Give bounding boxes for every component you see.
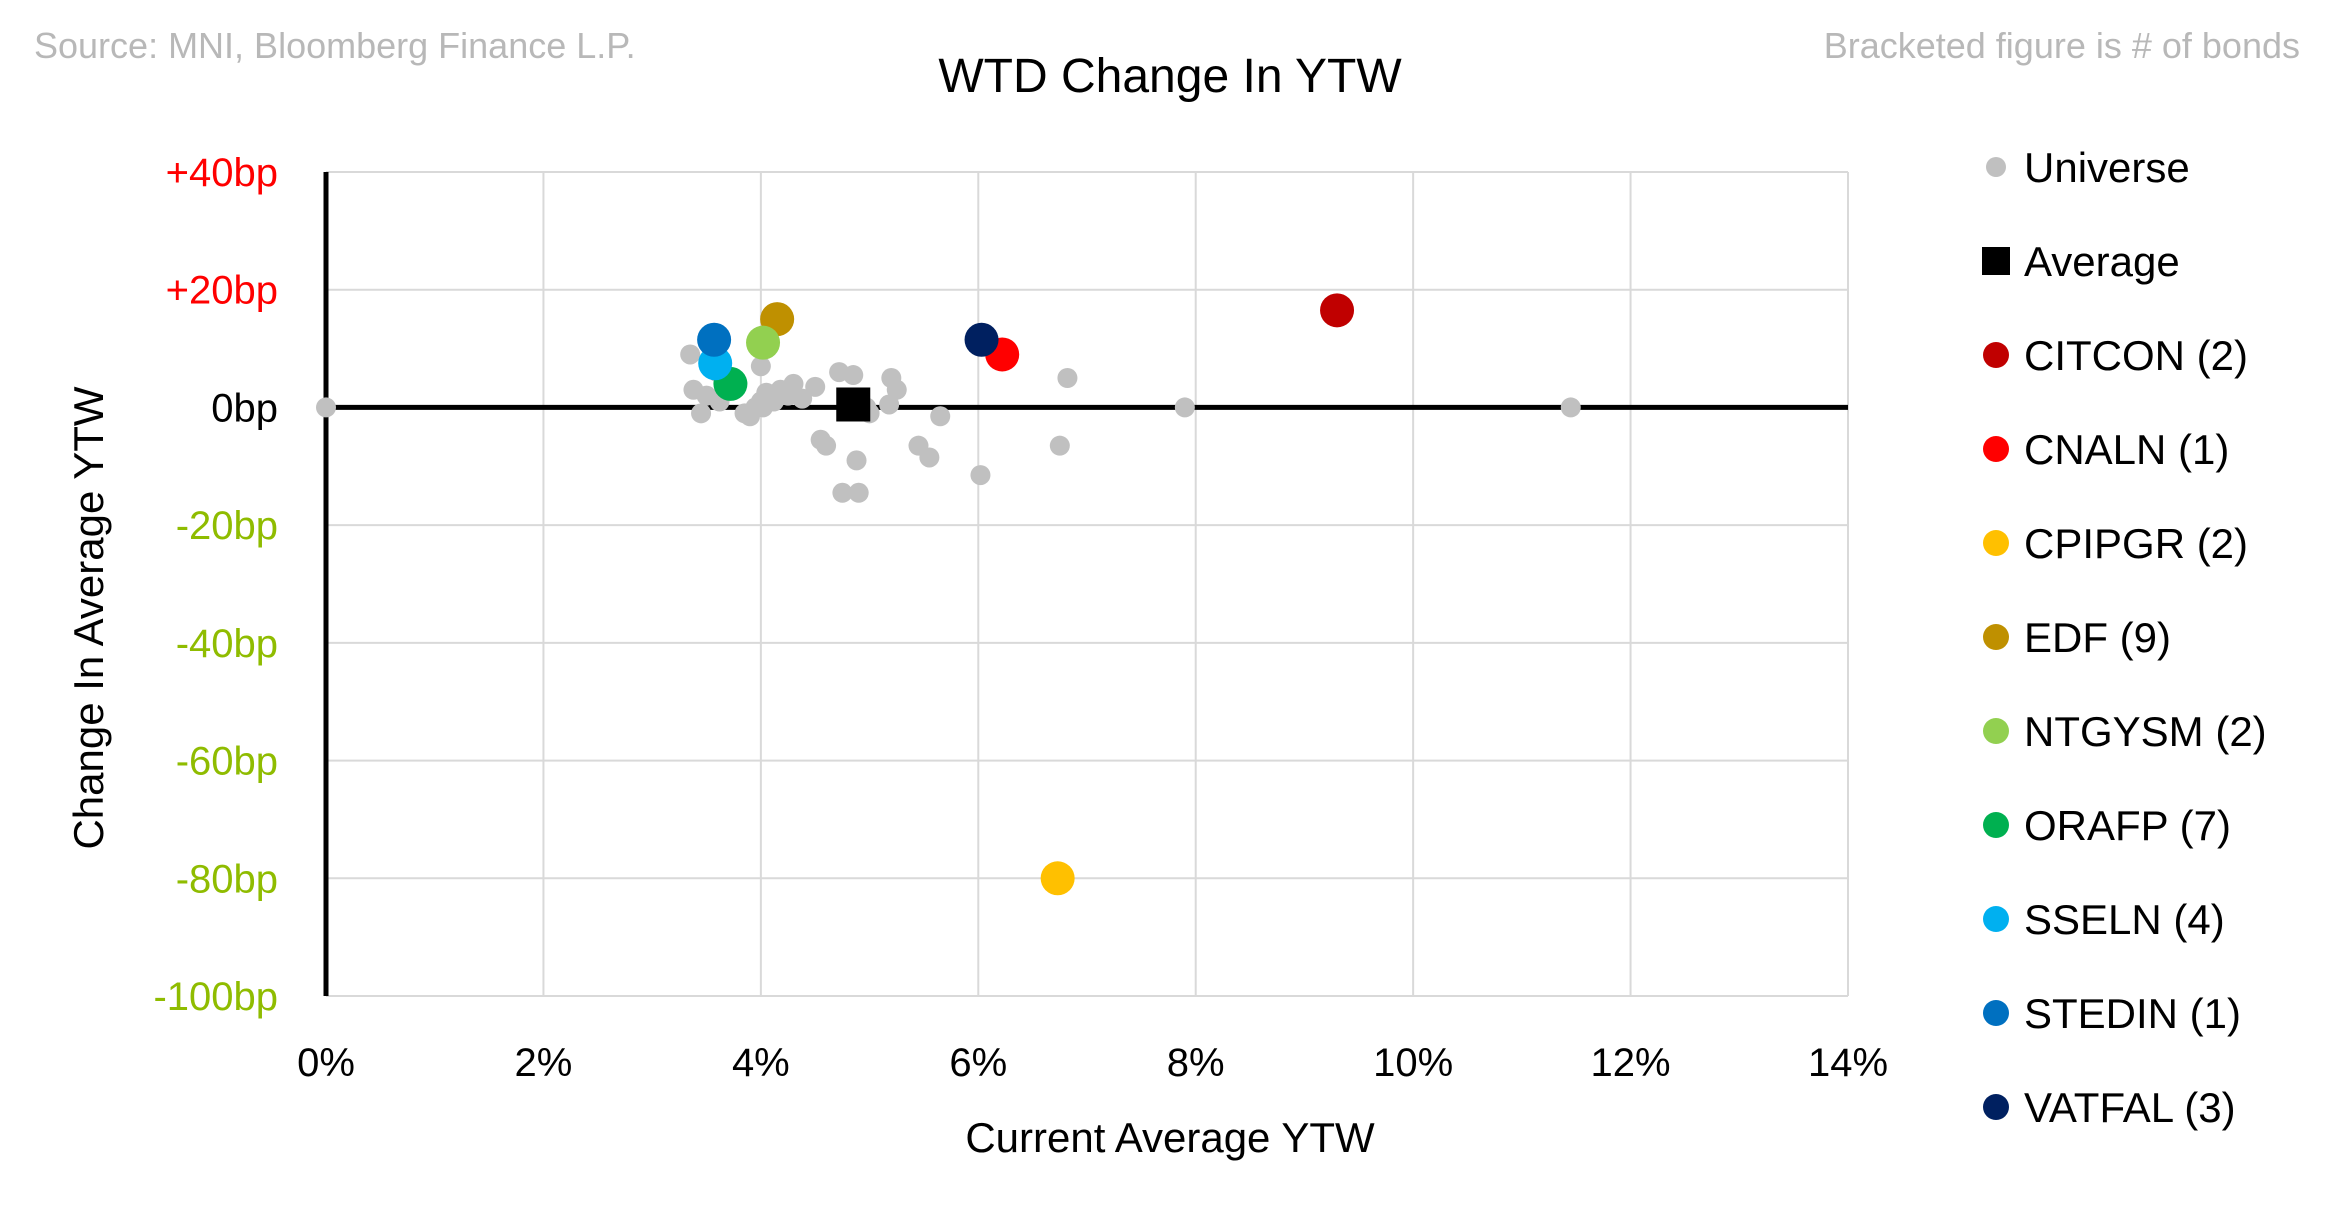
gridlines <box>326 171 1849 997</box>
legend-label-edf: EDF (9) <box>2024 614 2171 661</box>
point-universe <box>1049 435 1070 456</box>
point-universe <box>792 388 813 409</box>
y-axis-label: Change In Average YTW <box>65 386 112 849</box>
legend-label-orafp: ORAFP (7) <box>2024 802 2231 849</box>
chart-title: WTD Change In YTW <box>938 50 1402 103</box>
legend: Universe Average CITCON (2) CNALN (1) CPIPGR… <box>1982 144 2267 1131</box>
legend-marker-cpipgr <box>1983 530 2009 556</box>
y-tick-label: 0bp <box>211 386 278 430</box>
legend-label-citcon: CITCON (2) <box>2024 332 2248 379</box>
point-universe <box>846 450 867 471</box>
source-note: Source: MNI, Bloomberg Finance L.P. <box>34 25 636 66</box>
legend-marker-edf <box>1983 624 2009 650</box>
data-points <box>316 293 1581 896</box>
point-universe <box>930 406 951 427</box>
point-universe <box>816 435 837 456</box>
legend-label-universe: Universe <box>2024 144 2190 191</box>
legend-label-cpipgr: CPIPGR (2) <box>2024 520 2248 567</box>
y-tick-label: -20bp <box>176 504 278 548</box>
point-average <box>836 387 871 422</box>
y-tick-label: +40bp <box>166 151 278 195</box>
point-cpipgr <box>1040 861 1075 896</box>
point-citcon <box>1320 293 1355 328</box>
point-universe <box>1174 397 1195 418</box>
point-universe <box>886 379 907 400</box>
legend-label-cnaln: CNALN (1) <box>2024 426 2229 473</box>
y-tick-label: -80bp <box>176 857 278 901</box>
x-tick-label: 2% <box>515 1041 573 1085</box>
point-universe <box>1057 368 1078 388</box>
legend-marker-average <box>1982 247 2010 275</box>
y-tick-label: +20bp <box>166 269 278 313</box>
x-tick-label: 4% <box>732 1041 790 1085</box>
legend-marker-citcon <box>1983 342 2009 368</box>
point-universe <box>848 482 869 503</box>
y-tick-label: -60bp <box>176 740 278 784</box>
point-universe <box>783 373 804 394</box>
point-universe <box>879 394 900 415</box>
x-tick-label: 6% <box>949 1041 1007 1085</box>
point-universe <box>919 447 940 468</box>
x-tick-label: 14% <box>1808 1041 1888 1085</box>
legend-label-average: Average <box>2024 238 2180 285</box>
legend-marker-orafp <box>1983 812 2009 838</box>
point-universe <box>680 344 701 365</box>
legend-marker-vatfal <box>1983 1094 2009 1120</box>
point-universe <box>750 356 771 377</box>
x-tick-label: 12% <box>1591 1041 1671 1085</box>
point-ntgysm <box>746 325 781 360</box>
x-axis-label: Current Average YTW <box>965 1114 1375 1161</box>
point-universe <box>316 397 336 418</box>
point-universe <box>1560 397 1581 418</box>
y-tick-label: -100bp <box>153 975 278 1019</box>
x-tick-label: 0% <box>297 1041 355 1085</box>
y-tick-label: -40bp <box>176 622 278 666</box>
x-tick-labels: 0% 2% 4% 6% 8% 10% 12% 14% <box>297 1041 1888 1085</box>
y-tick-labels: +40bp +20bp 0bp -20bp -40bp -60bp -80bp -100bp <box>153 151 278 1019</box>
axes <box>323 172 1848 996</box>
legend-marker-ntgysm <box>1983 718 2009 744</box>
point-universe <box>832 482 853 503</box>
legend-label-stedin: STEDIN (1) <box>2024 990 2241 1037</box>
point-universe <box>970 465 991 486</box>
point-vatfal <box>964 322 999 357</box>
x-tick-label: 10% <box>1373 1041 1453 1085</box>
point-universe <box>805 376 826 397</box>
legend-label-sseln: SSELN (4) <box>2024 896 2225 943</box>
legend-marker-sseln <box>1983 906 2009 932</box>
legend-marker-stedin <box>1983 1000 2009 1026</box>
legend-label-vatfal: VATFAL (3) <box>2024 1084 2236 1131</box>
legend-marker-cnaln <box>1983 436 2009 462</box>
legend-label-ntgysm: NTGYSM (2) <box>2024 708 2267 755</box>
point-stedin <box>697 322 732 357</box>
legend-marker-universe <box>1986 157 2006 177</box>
x-tick-label: 8% <box>1167 1041 1225 1085</box>
bracket-note: Bracketed figure is # of bonds <box>1824 25 2300 66</box>
point-universe <box>843 365 864 386</box>
point-universe <box>691 403 712 424</box>
